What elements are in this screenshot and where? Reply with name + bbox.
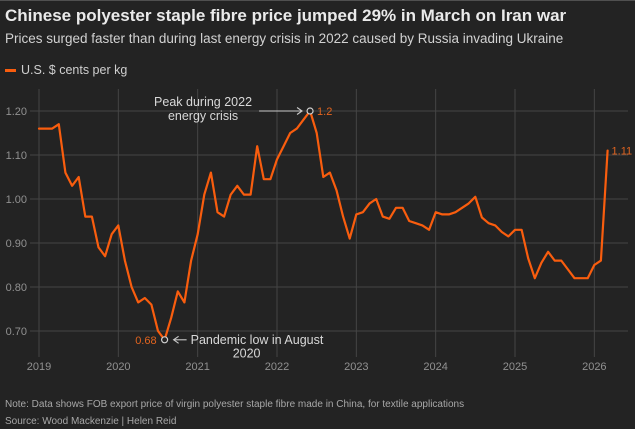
chart-subtitle: Prices surged faster than during last en… — [5, 31, 564, 46]
series-group — [37, 109, 609, 341]
legend: U.S. $ cents per kg — [5, 63, 127, 77]
y-axis-label: 0.70 — [6, 326, 27, 338]
legend-line-swatch-icon — [5, 68, 16, 72]
peak-arrowhead-icon — [296, 107, 304, 115]
x-axis-label: 2026 — [582, 361, 606, 373]
latest-value-label: 1.11 — [612, 146, 633, 158]
price-line — [37, 109, 609, 341]
low-value-label: 0.68 — [135, 335, 156, 347]
x-axis-label: 2020 — [106, 361, 130, 373]
peak-annotation-line2: energy crisis — [168, 109, 238, 123]
y-axis-label: 0.90 — [6, 238, 27, 250]
low-annotation-line1: Pandemic low in August — [191, 333, 324, 347]
low-arrowhead-icon — [172, 335, 179, 344]
legend-label: U.S. $ cents per kg — [21, 63, 128, 77]
chart-title: Chinese polyester staple fibre price jum… — [5, 6, 567, 25]
point-marker-icon — [306, 107, 314, 115]
y-axis-label: 1.10 — [6, 150, 27, 162]
y-axis-label: 1.00 — [6, 194, 27, 206]
peak-value-label: 1.2 — [317, 106, 332, 118]
footnote: Note: Data shows FOB export price of vir… — [5, 399, 465, 410]
x-axis-label: 2021 — [185, 361, 209, 373]
x-axis-label: 2024 — [423, 361, 447, 373]
axis-labels: 2019 2020 2021 2022 2023 2024 2025 2026 0.70 0.80… — [6, 106, 607, 373]
source-credit: Source: Wood Mackenzie | Helen Reid — [5, 416, 177, 427]
point-marker-icon — [161, 336, 169, 344]
peak-annotation-line1: Peak during 2022 — [154, 95, 252, 109]
x-axis-label: 2023 — [344, 361, 368, 373]
x-axis-label: 2022 — [265, 361, 289, 373]
low-annotation-line2: 2020 — [233, 346, 261, 360]
x-axis-label: 2025 — [503, 361, 527, 373]
gridlines — [30, 89, 628, 357]
y-axis-label: 0.80 — [6, 282, 27, 294]
y-axis-label: 1.20 — [6, 106, 27, 118]
x-axis-label: 2019 — [27, 361, 51, 373]
